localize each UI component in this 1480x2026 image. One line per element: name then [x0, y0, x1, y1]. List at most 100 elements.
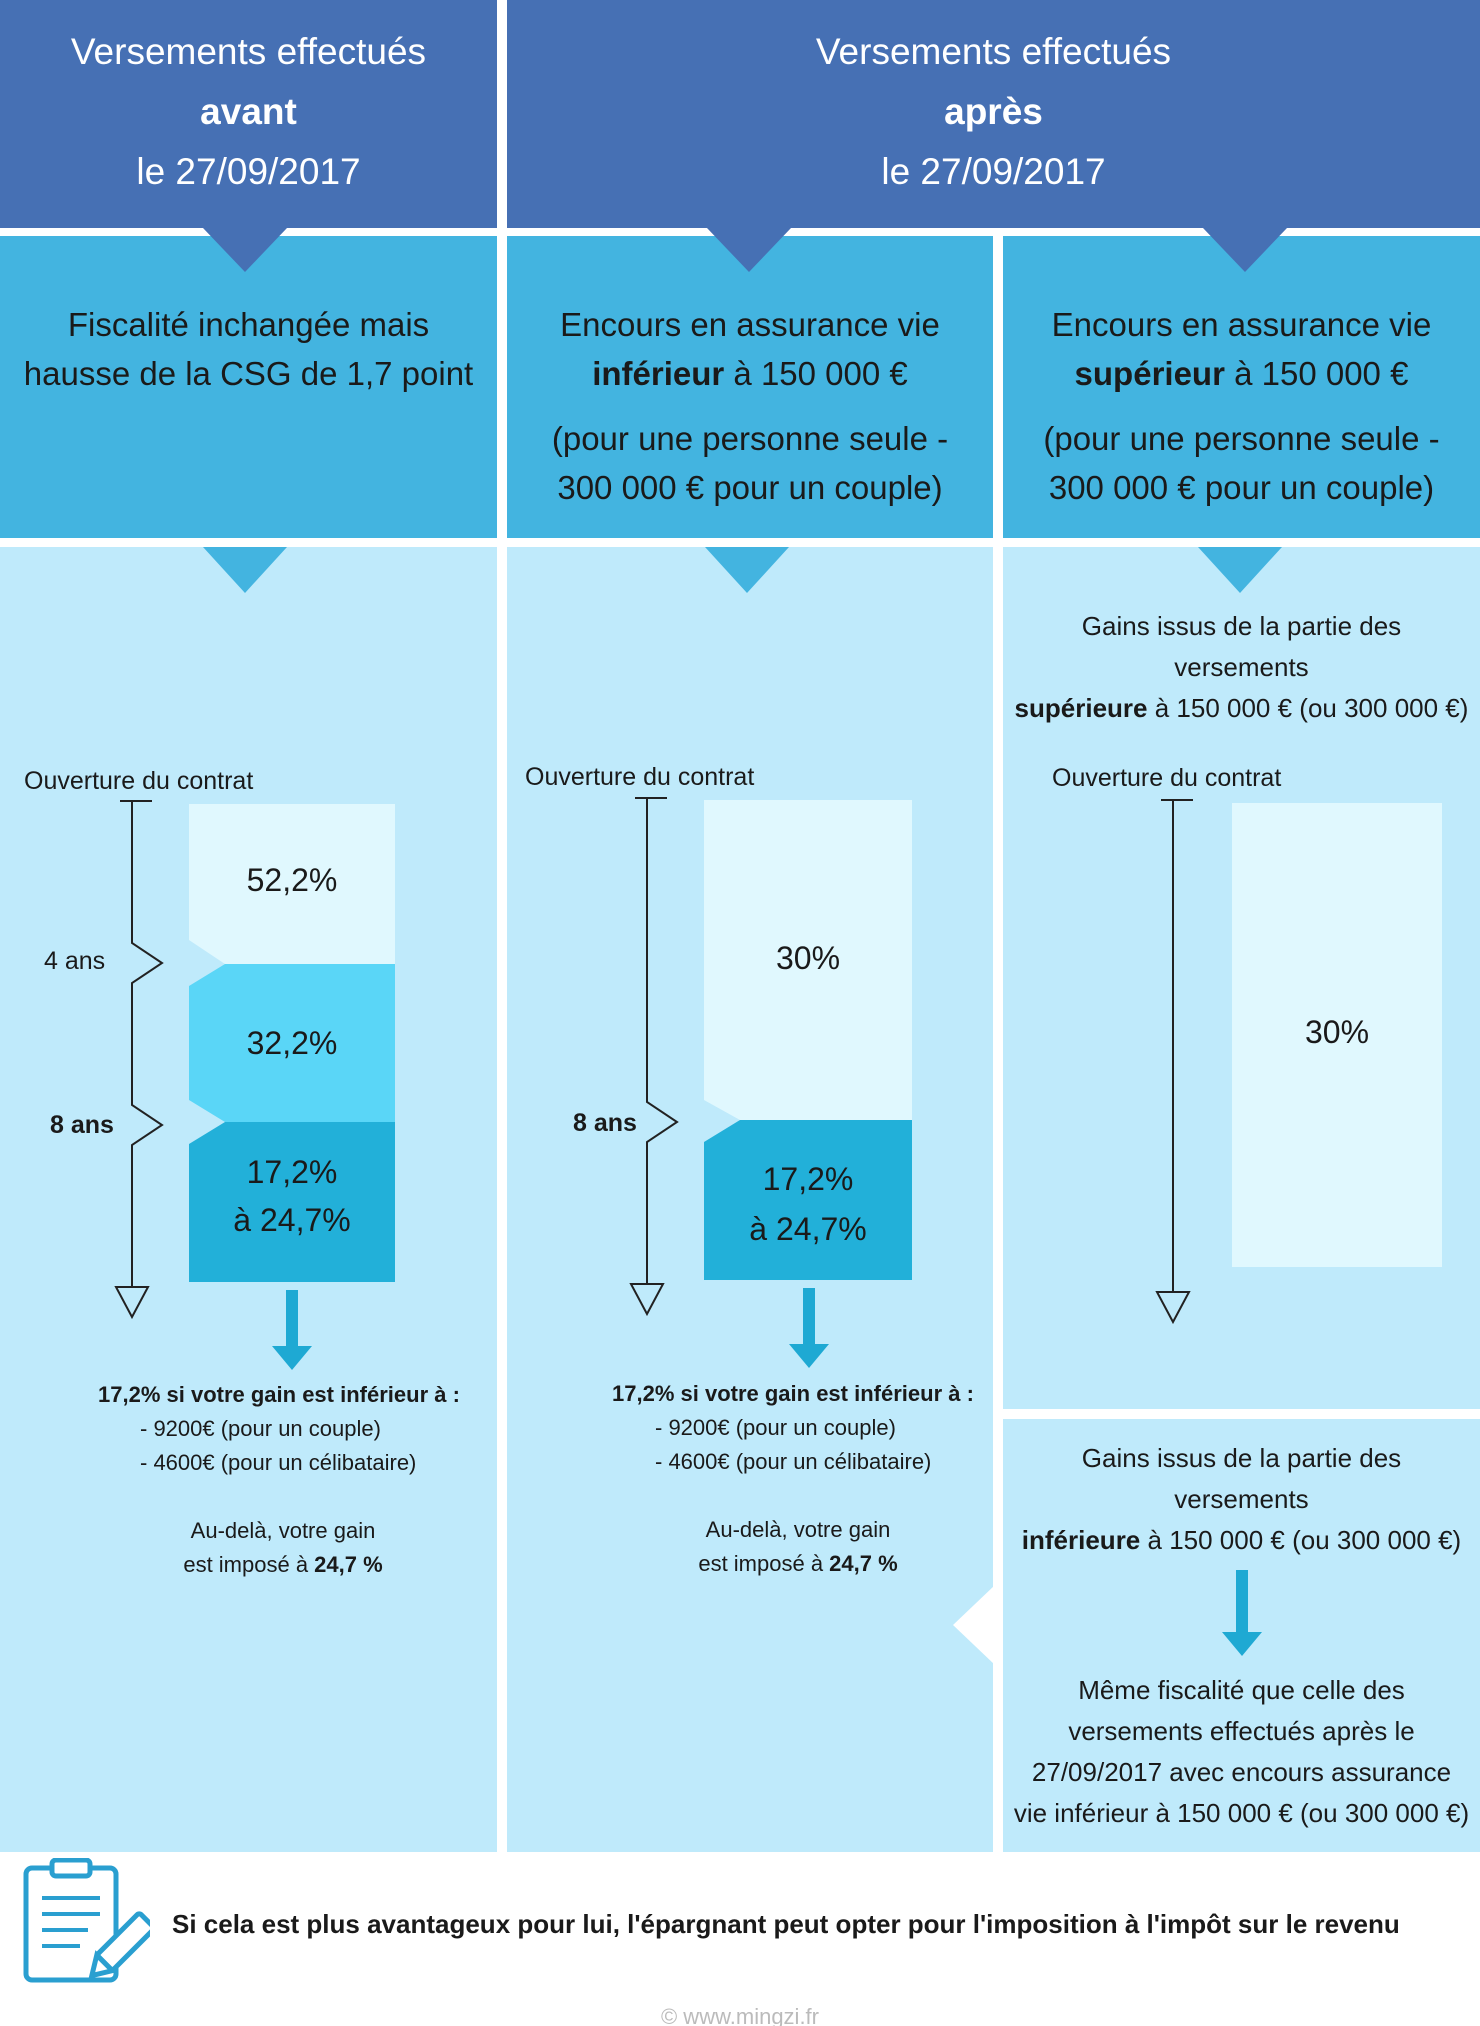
col2-beyond-line2: est imposé à 24,7 %: [615, 1547, 981, 1581]
col1-title-line2: hausse de la CSG de 1,7 point: [23, 355, 474, 392]
clipboard-pencil-icon: [23, 1858, 150, 1983]
col2-arrow-head: [789, 1344, 829, 1368]
col3-arrow-shaft: [1236, 1570, 1248, 1632]
notch-header-col3: [1203, 228, 1287, 272]
col1-seg2-shape: [189, 964, 395, 1122]
col3-bottom-line3: inférieure à 150 000 € (ou 300 000 €): [1003, 1520, 1480, 1561]
notch-col3-to-col2: [953, 1585, 995, 1665]
col1-bar: [189, 804, 395, 1282]
notch-mid-col1: [203, 547, 287, 593]
col2-seg2-line1: 17,2%: [762, 1161, 854, 1197]
col3-result-text: Même fiscalité que celle des versements …: [1003, 1670, 1480, 1834]
col3-result-line4: vie inférieur à 150 000 € (ou 300 000 €): [1013, 1798, 1470, 1828]
col2-bar: [704, 800, 912, 1280]
notch-header-col1: [203, 228, 287, 272]
col2-beyond-line1: Au-delà, votre gain: [705, 1517, 891, 1542]
credit: © www.mingzi.fr: [660, 2004, 819, 2026]
header-after-line1: Versements effectués: [815, 31, 1172, 72]
notch-header-col2: [707, 228, 791, 272]
col2-couple: - 9200€ (pour un couple): [655, 1415, 896, 1440]
col2-seg2-shape: [704, 1120, 912, 1280]
col3-bar: [1232, 803, 1442, 1267]
col1-timeline: [114, 800, 164, 1320]
col1-arrow-head: [272, 1346, 312, 1370]
header-before: Versements effectués avant le 27/09/2017: [0, 0, 497, 228]
col1-beyond-line1: Au-delà, votre gain: [190, 1518, 376, 1543]
col3-top-line3: supérieure à 150 000 € (ou 300 000 €): [1003, 688, 1480, 729]
col1-gain-rule: 17,2% si votre gain est inférieur à :: [98, 1382, 460, 1407]
col1-seg1-shape: [189, 804, 395, 964]
col3-title-line3: (pour une personne seule -: [1043, 420, 1440, 457]
col1-beyond-line2: est imposé à 24,7 %: [100, 1548, 466, 1582]
col2-title-box: Encours en assurance vie inférieur à 150…: [507, 236, 993, 538]
col2-start-label: Ouverture du contrat: [525, 763, 755, 791]
col3-title-rest: à 150 000 €: [1224, 355, 1409, 392]
col3-result-line3: 27/09/2017 avec encours assurance: [1031, 1757, 1452, 1787]
col3-start-label: Ouverture du contrat: [1052, 764, 1282, 792]
col2-beyond: Au-delà, votre gain est imposé à 24,7 %: [615, 1513, 981, 1581]
col3-top-text: Gains issus de la partie des versements …: [1003, 606, 1480, 729]
col2-beyond-pre: est imposé à: [698, 1551, 830, 1576]
col2-title-rest: à 150 000 €: [724, 355, 908, 392]
col2-mark-8: 8 ans: [573, 1109, 637, 1137]
col3-title-line4: 300 000 € pour un couple): [1048, 469, 1435, 506]
col2-seg1-label: 30%: [775, 940, 841, 976]
header-before-line1: Versements effectués: [70, 31, 427, 72]
col1-title-line1: Fiscalité inchangée mais: [67, 306, 430, 343]
col3-title-line2: supérieur à 150 000 €: [1003, 349, 1480, 398]
col3-top-rest: à 150 000 € (ou 300 000 €): [1147, 693, 1469, 723]
col1-couple: - 9200€ (pour un couple): [140, 1416, 381, 1441]
col2-seg2-label: 17,2% à 24,7%: [704, 1154, 912, 1254]
col2-title-line2: inférieur à 150 000 €: [507, 349, 993, 398]
header-after: Versements effectués après le 27/09/2017: [507, 0, 1480, 228]
col3-result-line2: versements effectués après le: [1068, 1716, 1415, 1746]
col1-beyond-pre: est imposé à: [183, 1552, 315, 1577]
col3-bottom-line2: versements: [1174, 1484, 1309, 1514]
col1-single: - 4600€ (pour un célibataire): [140, 1450, 417, 1475]
col3-bottom-rest: à 150 000 € (ou 300 000 €): [1140, 1525, 1462, 1555]
col1-beyond-bold: 24,7 %: [314, 1552, 383, 1577]
col3-top-bold: supérieure: [1014, 693, 1148, 723]
col1-seg3-shape: [189, 1122, 395, 1282]
col2-seg2-line2: à 24,7%: [749, 1211, 867, 1247]
col2-gain-rule: 17,2% si votre gain est inférieur à :: [612, 1381, 974, 1406]
col3-top-line2: versements: [1174, 652, 1309, 682]
col2-single: - 4600€ (pour un célibataire): [655, 1449, 932, 1474]
col3-title-box: Encours en assurance vie supérieur à 150…: [1003, 236, 1480, 538]
col1-start-label: Ouverture du contrat: [24, 767, 254, 795]
col1-arrow-shaft: [286, 1290, 298, 1346]
header-before-line2: avant: [200, 91, 297, 132]
col1-beyond: Au-delà, votre gain est imposé à 24,7 %: [100, 1514, 466, 1582]
col1-seg3-label: 17,2% à 24,7%: [189, 1148, 395, 1244]
header-after-line2: après: [944, 91, 1043, 132]
notch-mid-col3: [1198, 547, 1282, 593]
col1-mark-4: 4 ans: [44, 947, 106, 975]
col3-top-line1: Gains issus de la partie des: [1081, 611, 1402, 641]
col3-bottom-bold: inférieure: [1021, 1525, 1141, 1555]
col1-seg3-line2: à 24,7%: [233, 1202, 351, 1238]
col3-title-bold: supérieur: [1074, 355, 1225, 392]
col3-result-line1: Même fiscalité que celle des: [1078, 1675, 1405, 1705]
col3-timeline: [1155, 799, 1193, 1325]
col3-seg1-label: 30%: [1304, 1014, 1370, 1050]
col2-timeline: [629, 797, 679, 1317]
header-before-line3: le 27/09/2017: [136, 151, 361, 192]
col1-seg2-label: 32,2%: [246, 1025, 338, 1061]
col1-mark-8: 8 ans: [50, 1111, 114, 1139]
col2-seg1-shape: [704, 800, 912, 1120]
col2-beyond-bold: 24,7 %: [829, 1551, 898, 1576]
col3-bottom-line1: Gains issus de la partie des: [1081, 1443, 1402, 1473]
col2-title-line3: (pour une personne seule -: [551, 420, 949, 457]
header-after-line3: le 27/09/2017: [881, 151, 1106, 192]
col2-title-line4: 300 000 € pour un couple): [557, 469, 943, 506]
footer-text: Si cela est plus avantageux pour lui, l'…: [172, 1909, 1400, 1939]
notch-mid-col2: [705, 547, 789, 593]
col2-arrow-shaft: [803, 1288, 815, 1344]
col3-title-line1: Encours en assurance vie: [1051, 306, 1432, 343]
col1-seg3-line1: 17,2%: [246, 1154, 338, 1190]
col3-arrow-head: [1222, 1632, 1262, 1656]
col2-title-bold: inférieur: [592, 355, 725, 392]
col1-title-box: Fiscalité inchangée mais hausse de la CS…: [0, 236, 497, 538]
col1-seg1-label: 52,2%: [246, 862, 338, 898]
col2-title-line1: Encours en assurance vie: [560, 306, 940, 343]
